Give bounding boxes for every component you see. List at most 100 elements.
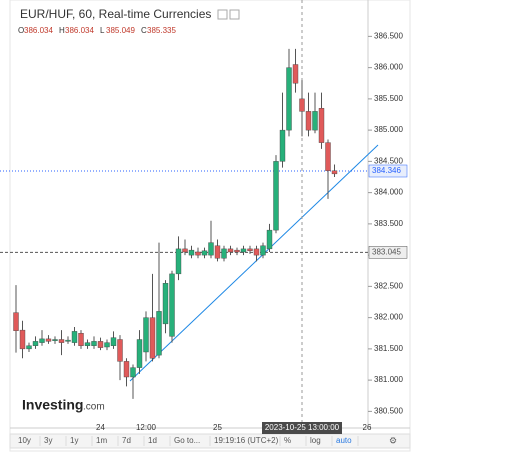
candle-body bbox=[97, 341, 104, 348]
candle-body bbox=[182, 248, 188, 253]
x-tick-label: 26 bbox=[363, 423, 372, 432]
toolbar-button[interactable]: % bbox=[284, 436, 291, 445]
candle-body bbox=[279, 129, 286, 162]
logo-suffix: .com bbox=[83, 402, 105, 413]
candle-body bbox=[32, 341, 39, 346]
toolbar-button[interactable]: Go to... bbox=[174, 436, 200, 445]
candle-body bbox=[45, 338, 52, 342]
toolbar-button[interactable]: 1y bbox=[70, 436, 78, 445]
candle-body bbox=[104, 342, 110, 348]
candle-body bbox=[149, 317, 156, 359]
toolbar-button[interactable]: log bbox=[310, 436, 321, 445]
candle-body bbox=[325, 142, 331, 171]
y-tick-label: 386.000 bbox=[374, 63, 403, 72]
candle-body bbox=[78, 333, 84, 346]
chart-title: EUR/HUF, 60, Real-time Currencies bbox=[20, 7, 211, 21]
ohlc-value: 385.049 bbox=[106, 26, 135, 35]
candle-body bbox=[227, 248, 234, 253]
candle-body bbox=[19, 329, 26, 350]
y-tick-label: 385.500 bbox=[374, 94, 403, 103]
ohlc-value: 386.034 bbox=[24, 26, 53, 35]
candle-body bbox=[221, 248, 227, 259]
y-tick-label: 380.500 bbox=[374, 406, 403, 415]
candle-body bbox=[273, 161, 279, 231]
candle-body bbox=[71, 331, 78, 343]
y-tick-label: 386.500 bbox=[374, 31, 403, 40]
ohlc-key: L bbox=[100, 26, 105, 35]
price-label: 384.346 bbox=[372, 166, 401, 175]
candle-body bbox=[13, 312, 19, 331]
candle-body bbox=[195, 251, 201, 256]
candle-body bbox=[58, 339, 65, 343]
candle-body bbox=[286, 67, 292, 131]
x-tick-label: 25 bbox=[213, 423, 222, 432]
candle-body bbox=[299, 98, 305, 112]
toolbar-button[interactable]: 10y bbox=[18, 436, 31, 445]
ohlc-value: 385.335 bbox=[147, 26, 176, 35]
logo-brand: Investing bbox=[22, 397, 83, 413]
candle-body bbox=[253, 248, 260, 256]
candle-body bbox=[156, 311, 162, 356]
x-tick-label: 12:00 bbox=[136, 423, 157, 432]
candle-body bbox=[39, 338, 45, 343]
candle-body bbox=[84, 342, 91, 346]
toolbar-button[interactable]: 3y bbox=[44, 436, 52, 445]
candle-body bbox=[117, 339, 123, 362]
candle-body bbox=[130, 367, 136, 378]
candle-body bbox=[162, 283, 169, 325]
candle-body bbox=[143, 317, 149, 353]
candle-body bbox=[136, 339, 143, 368]
candle-body bbox=[305, 111, 312, 131]
toolbar-button: 19:19:16 (UTC+2) bbox=[214, 436, 279, 445]
candle-body bbox=[214, 245, 221, 259]
candle-body bbox=[26, 345, 32, 350]
price-label-bg bbox=[368, 246, 408, 259]
y-tick-label: 384.500 bbox=[374, 156, 403, 165]
candle-body bbox=[266, 229, 273, 250]
candle-body bbox=[292, 64, 299, 84]
candle-body bbox=[175, 248, 182, 275]
x-tick-label: 2023-10-25 13:00:00 bbox=[265, 423, 340, 432]
candle-body bbox=[240, 248, 247, 253]
trend-line bbox=[129, 144, 379, 382]
price-label: 383.045 bbox=[372, 247, 401, 256]
y-tick-label: 382.000 bbox=[374, 313, 403, 322]
toolbar-button[interactable]: 1m bbox=[96, 436, 107, 445]
candle-body bbox=[123, 361, 130, 378]
candle-body bbox=[201, 250, 208, 256]
candle-body bbox=[188, 249, 195, 256]
x-tick-label: 24 bbox=[96, 423, 105, 432]
crosshair-label-bg bbox=[262, 422, 342, 434]
frame bbox=[9, 0, 411, 452]
toolbar-button[interactable]: 1d bbox=[148, 436, 157, 445]
settings-icon: ⚙ bbox=[389, 435, 397, 445]
y-tick-label: 385.000 bbox=[374, 125, 403, 134]
y-tick-label: 384.000 bbox=[374, 188, 403, 197]
candle-body bbox=[260, 245, 266, 256]
toolbar-button[interactable]: 7d bbox=[122, 436, 131, 445]
ohlc-key: H bbox=[59, 26, 65, 35]
window-button bbox=[229, 9, 240, 20]
candle-body bbox=[91, 341, 97, 346]
toolbar-button[interactable]: auto bbox=[336, 436, 352, 445]
ohlc-value: 386.034 bbox=[65, 26, 94, 35]
ohlc-key: O bbox=[18, 26, 24, 35]
y-tick-label: 382.500 bbox=[374, 281, 403, 290]
candle-body bbox=[247, 248, 253, 251]
toolbar: 10y 3y 1y 1m 7d 1d Go to... 19:19:16 (UTC+2)% lo… bbox=[9, 433, 411, 449]
candle-body bbox=[318, 108, 325, 143]
ohlc-key: C bbox=[141, 26, 147, 35]
candle-body bbox=[65, 339, 71, 342]
candle-body bbox=[331, 170, 338, 175]
candle-body bbox=[52, 339, 58, 341]
window-button bbox=[217, 9, 228, 20]
candle-body bbox=[208, 242, 214, 256]
candle-body bbox=[234, 249, 240, 253]
candle-body bbox=[169, 273, 175, 337]
price-label-bg bbox=[368, 164, 408, 178]
y-tick-label: 381.000 bbox=[374, 375, 403, 384]
y-tick-label: 383.500 bbox=[374, 219, 403, 228]
candle-body bbox=[312, 111, 318, 131]
candle-body bbox=[110, 337, 117, 346]
